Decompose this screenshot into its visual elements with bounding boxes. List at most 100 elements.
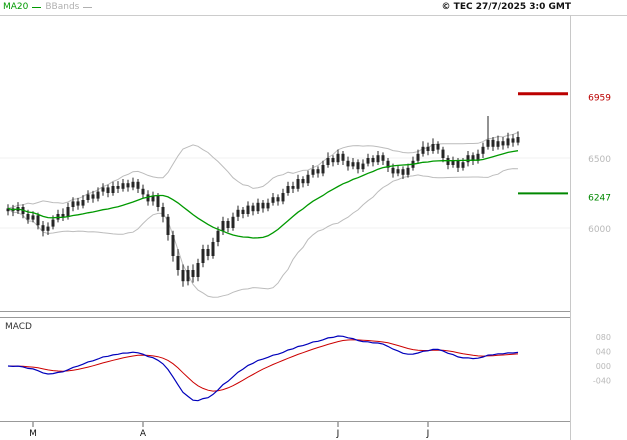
level-label: 6247: [588, 193, 611, 203]
candle-body: [426, 146, 430, 151]
candle-body: [151, 195, 155, 202]
x-axis-label: J: [426, 429, 430, 439]
candle-body: [391, 167, 395, 174]
candle-body: [461, 162, 465, 168]
candle-body: [331, 158, 335, 163]
candle-body: [46, 226, 50, 231]
candle-body: [386, 160, 390, 168]
macd-signal-line: [7, 339, 519, 392]
candle-body: [356, 162, 360, 170]
candle-body: [66, 207, 70, 217]
candle-body: [6, 208, 10, 212]
x-axis-label: A: [140, 429, 147, 439]
macd-axis-tick-label: 040: [596, 348, 611, 357]
candle-body: [306, 174, 310, 184]
macd-panel: 080 040 000 -040: [7, 333, 611, 402]
candle-body: [351, 162, 355, 167]
candle-body: [141, 188, 145, 195]
candle-body: [381, 155, 385, 161]
bbands-line-sample-icon: [83, 7, 93, 8]
candle-body: [406, 167, 410, 175]
candle-body: [116, 186, 120, 189]
candle-body: [166, 216, 170, 235]
candle-body: [326, 158, 330, 165]
candle-body: [31, 215, 35, 220]
candle-body: [501, 141, 505, 146]
level-label: 6959: [588, 94, 611, 104]
macd-axis-tick-label: -040: [593, 377, 611, 386]
candle-body: [271, 197, 275, 203]
candle-body: [206, 249, 210, 256]
candle-body: [156, 195, 160, 207]
candle-body: [311, 169, 315, 175]
candle-body: [81, 200, 85, 206]
price-axis-tick-label: 6000: [588, 225, 611, 235]
candle-body: [446, 158, 450, 165]
candle-body: [281, 193, 285, 202]
candle-body: [106, 187, 110, 193]
ma20-line-sample-icon: [32, 7, 42, 8]
candle-body: [451, 160, 455, 165]
candle-body: [251, 205, 255, 212]
candle-body: [241, 209, 245, 214]
candle-body: [466, 155, 470, 163]
candle-body: [76, 201, 80, 206]
candle-body: [201, 249, 205, 263]
candle-body: [366, 158, 370, 164]
candle-body: [361, 163, 365, 170]
candle-body: [171, 235, 175, 256]
candle-body: [226, 221, 230, 228]
macd-axis-tick-label: 000: [596, 362, 611, 371]
candle-body: [216, 230, 220, 242]
candle-body: [51, 219, 55, 227]
candle-body: [181, 270, 185, 282]
copyright-text: © TEC 27/7/2025 3:0 GMT: [441, 2, 571, 12]
candle-body: [26, 214, 30, 220]
x-axis-label: J: [336, 429, 340, 439]
candle-body: [36, 215, 40, 226]
candle-body: [186, 270, 190, 282]
legend-bbands-label: BBands: [45, 2, 80, 12]
candle-body: [146, 194, 150, 202]
candle-body: [491, 139, 495, 147]
candle-body: [371, 158, 375, 163]
candle-body: [516, 137, 520, 143]
candle-body: [126, 183, 130, 188]
candle-body: [396, 169, 400, 174]
candle-body: [231, 216, 235, 228]
candle-body: [61, 214, 65, 217]
candle-body: [346, 160, 350, 167]
candle-body: [421, 146, 425, 154]
candle-body: [221, 221, 225, 231]
legend: MA20 BBands: [3, 2, 93, 13]
candle-body: [496, 141, 500, 147]
candle-body: [131, 181, 135, 188]
candle-body: [291, 186, 295, 189]
candle-body: [266, 202, 270, 209]
candle-body: [261, 202, 265, 209]
candle-body: [511, 138, 515, 143]
candle-body: [416, 153, 420, 161]
candle-body: [111, 186, 115, 193]
candle-body: [476, 153, 480, 161]
candle-body: [296, 179, 300, 189]
candle-body: [336, 153, 340, 163]
macd-panel-label: MACD: [5, 322, 32, 332]
candle-body: [101, 187, 105, 192]
candle-body: [121, 183, 125, 189]
price-panel: 6500 6000 6959 6247: [0, 92, 611, 298]
candle-body: [161, 207, 165, 217]
candle-body: [286, 186, 290, 193]
candle-body: [256, 202, 260, 212]
candle-body: [91, 194, 95, 199]
candle-body: [136, 181, 140, 189]
candle-body: [321, 165, 325, 174]
ma20-line: [7, 150, 519, 239]
candle-body: [316, 169, 320, 174]
candle-body: [236, 209, 240, 217]
candle-body: [276, 197, 280, 202]
x-axis-label: M: [29, 429, 37, 439]
candle-body: [176, 256, 180, 270]
